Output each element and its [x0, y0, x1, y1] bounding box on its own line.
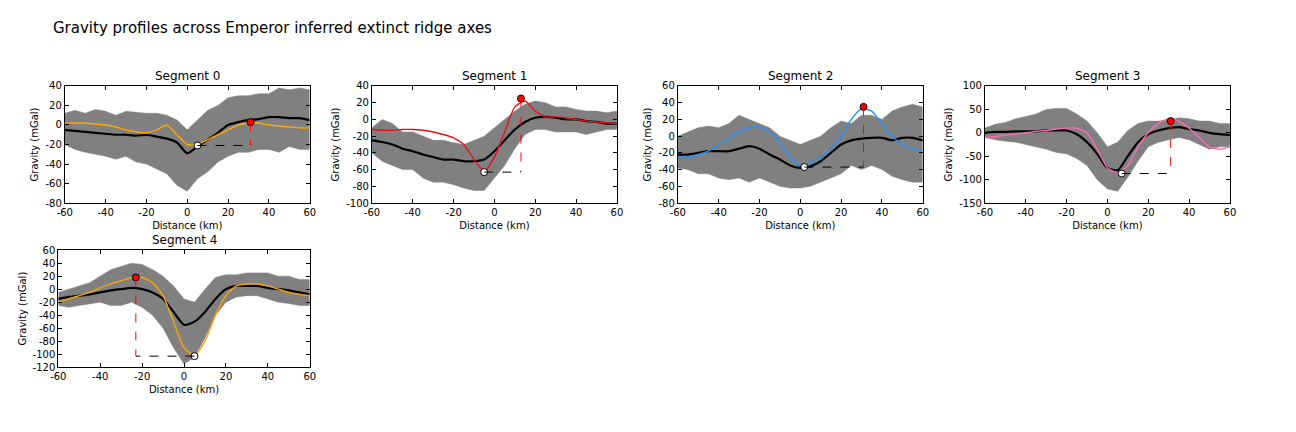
svg-text:50: 50 [969, 104, 982, 115]
svg-text:-60: -60 [50, 371, 66, 382]
svg-text:Distance (km): Distance (km) [459, 220, 529, 231]
svg-text:Gravity (mGal): Gravity (mGal) [943, 107, 954, 181]
svg-text:-20: -20 [39, 297, 55, 308]
svg-text:Gravity (mGal): Gravity (mGal) [17, 272, 28, 346]
svg-text:20: 20 [49, 100, 62, 111]
svg-text:-40: -40 [710, 207, 726, 218]
svg-text:-80: -80 [353, 181, 369, 192]
svg-text:-20: -20 [134, 371, 150, 382]
svg-text:Segment 0: Segment 0 [155, 69, 220, 83]
svg-text:Segment 4: Segment 4 [152, 233, 217, 247]
svg-text:0: 0 [1104, 207, 1110, 218]
svg-text:40: 40 [876, 207, 889, 218]
svg-text:60: 60 [303, 207, 316, 218]
svg-text:Segment 1: Segment 1 [462, 69, 527, 83]
svg-text:-20: -20 [353, 131, 369, 142]
svg-text:-60: -60 [57, 207, 73, 218]
svg-text:-60: -60 [977, 207, 993, 218]
svg-text:20: 20 [662, 114, 675, 125]
svg-text:60: 60 [303, 371, 316, 382]
svg-text:40: 40 [1183, 207, 1196, 218]
svg-text:-20: -20 [751, 207, 767, 218]
svg-text:40: 40 [356, 80, 369, 91]
svg-text:-20: -20 [138, 207, 154, 218]
svg-text:-40: -40 [39, 310, 55, 321]
svg-text:Distance (km): Distance (km) [149, 384, 219, 395]
svg-text:0: 0 [363, 114, 369, 125]
svg-text:40: 40 [49, 80, 62, 91]
svg-text:20: 20 [835, 207, 848, 218]
svg-text:Distance (km): Distance (km) [1072, 220, 1142, 231]
svg-text:0: 0 [184, 207, 190, 218]
svg-text:-100: -100 [959, 174, 982, 185]
svg-text:60: 60 [916, 207, 929, 218]
svg-text:Gravity (mGal): Gravity (mGal) [642, 107, 653, 181]
svg-text:-40: -40 [1018, 207, 1034, 218]
svg-text:20: 20 [220, 371, 233, 382]
svg-text:20: 20 [222, 207, 235, 218]
svg-text:60: 60 [611, 207, 624, 218]
svg-text:40: 40 [43, 258, 56, 269]
svg-text:0: 0 [668, 131, 674, 142]
svg-text:40: 40 [662, 97, 675, 108]
svg-text:-100: -100 [346, 198, 369, 209]
svg-text:20: 20 [1142, 207, 1155, 218]
svg-text:-40: -40 [45, 159, 61, 170]
svg-text:-80: -80 [39, 336, 55, 347]
svg-text:20: 20 [43, 271, 56, 282]
svg-text:-60: -60 [45, 178, 61, 189]
svg-text:60: 60 [43, 245, 56, 256]
svg-text:-40: -40 [92, 371, 108, 382]
svg-text:20: 20 [356, 97, 369, 108]
svg-text:0: 0 [55, 119, 61, 130]
svg-text:Gravity profiles across Empero: Gravity profiles across Emperor inferred… [53, 19, 492, 37]
svg-text:0: 0 [181, 371, 187, 382]
svg-text:40: 40 [261, 371, 274, 382]
svg-text:Distance (km): Distance (km) [152, 220, 222, 231]
svg-text:20: 20 [529, 207, 542, 218]
svg-text:-80: -80 [658, 198, 674, 209]
svg-text:Gravity (mGal): Gravity (mGal) [29, 107, 40, 181]
svg-text:Segment 3: Segment 3 [1075, 69, 1140, 83]
svg-text:Segment 2: Segment 2 [768, 69, 833, 83]
svg-text:-120: -120 [33, 362, 56, 373]
svg-text:40: 40 [570, 207, 583, 218]
svg-text:-40: -40 [658, 164, 674, 175]
svg-text:0: 0 [797, 207, 803, 218]
svg-text:40: 40 [263, 207, 276, 218]
svg-text:-50: -50 [966, 151, 982, 162]
svg-text:-60: -60 [658, 181, 674, 192]
svg-text:-40: -40 [405, 207, 421, 218]
svg-text:Distance (km): Distance (km) [765, 220, 835, 231]
svg-text:0: 0 [49, 284, 55, 295]
svg-text:-60: -60 [39, 323, 55, 334]
svg-text:-20: -20 [445, 207, 461, 218]
svg-text:-40: -40 [353, 147, 369, 158]
svg-text:100: 100 [963, 80, 982, 91]
svg-text:-60: -60 [353, 164, 369, 175]
svg-text:0: 0 [976, 127, 982, 138]
svg-text:60: 60 [662, 80, 675, 91]
svg-text:-100: -100 [33, 349, 56, 360]
svg-text:Gravity (mGal): Gravity (mGal) [330, 107, 341, 181]
svg-text:-40: -40 [97, 207, 113, 218]
svg-text:-20: -20 [45, 139, 61, 150]
svg-text:-20: -20 [658, 147, 674, 158]
svg-text:-20: -20 [1058, 207, 1074, 218]
svg-text:-80: -80 [45, 198, 61, 209]
svg-text:-150: -150 [959, 198, 982, 209]
svg-text:0: 0 [491, 207, 497, 218]
svg-text:60: 60 [1224, 207, 1237, 218]
svg-text:-60: -60 [364, 207, 380, 218]
svg-text:-60: -60 [670, 207, 686, 218]
